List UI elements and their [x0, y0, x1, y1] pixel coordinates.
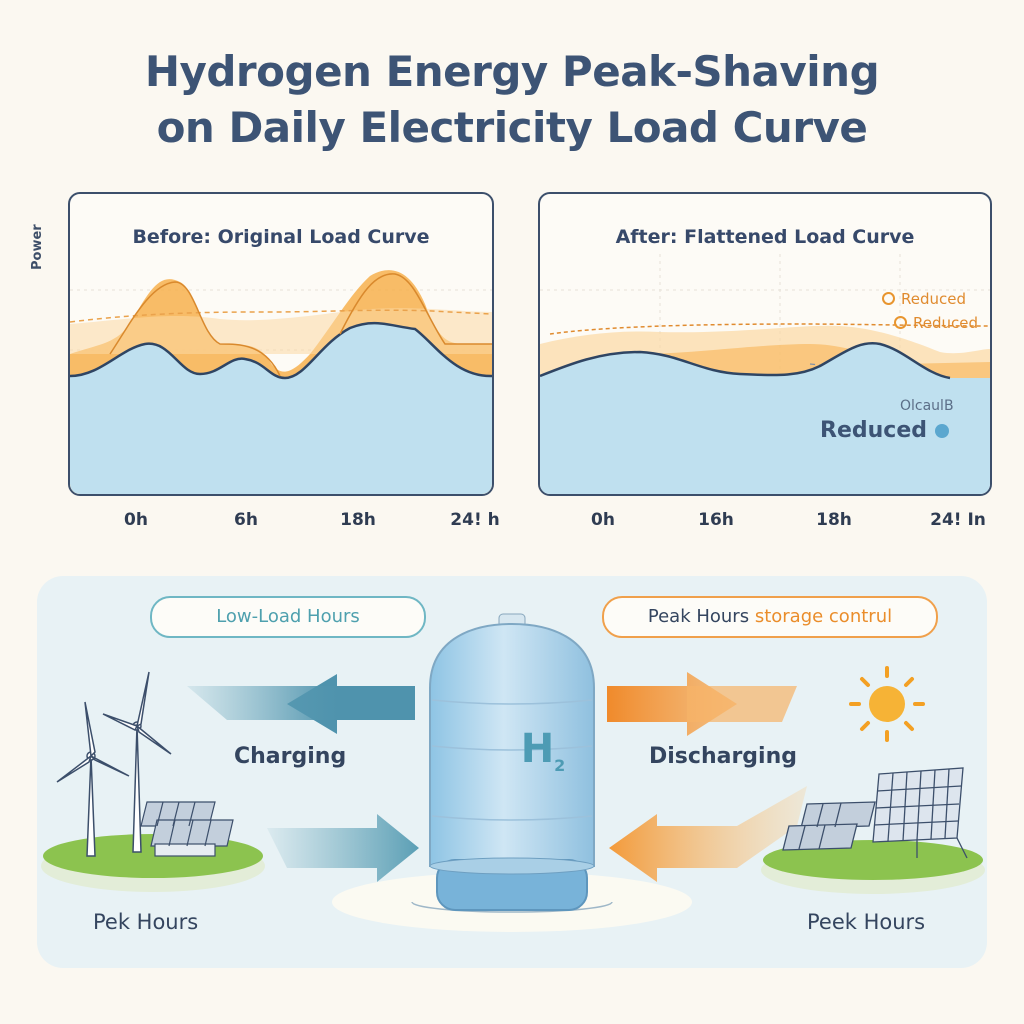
before-tick-2: 18h: [340, 510, 376, 530]
peak-outline-line: [109, 273, 492, 377]
legend-reduced-1: Reduced: [882, 290, 966, 308]
left-island: [41, 671, 265, 892]
before-tick-3: 24! h: [450, 510, 500, 530]
solar-panel-icon: [140, 801, 234, 857]
y-axis-label: Power: [30, 224, 45, 270]
before-chart-svg: [70, 270, 492, 494]
peak-hours-pill: Peak Hours storage contrul: [602, 596, 938, 638]
peak-hours-pill-main: Peak Hours: [647, 606, 750, 627]
after-note: OlcaulB: [900, 398, 954, 414]
before-tick-0: 0h: [124, 510, 148, 530]
hydrogen-tank-icon: [332, 613, 692, 932]
after-tick-3: 24! In: [930, 510, 986, 530]
base-load-area: [70, 323, 492, 494]
legend-dot-icon: [882, 292, 895, 305]
peak-hours-pill-accent: storage contrul: [754, 606, 893, 627]
left-footer-label: Pek Hours: [93, 910, 199, 934]
after-tick-1: 16h: [698, 510, 734, 530]
after-tick-2: 18h: [816, 510, 852, 530]
low-load-hours-pill: Low-Load Hours: [150, 596, 426, 638]
right-footer-label: Peek Hours: [807, 910, 926, 934]
storage-diagram: Low-Load Hours Peak Hours storage contru…: [37, 576, 987, 968]
legend-reduced-2: Reduced: [894, 314, 978, 332]
wind-turbine-icon: [56, 671, 172, 857]
discharging-label: Discharging: [649, 744, 797, 769]
legend-label-2: Reduced: [913, 314, 979, 332]
after-chart-panel: After: Flattened Load Curve Reduced Redu…: [538, 192, 992, 496]
before-chart-title: Before: Original Load Curve: [132, 226, 430, 248]
legend-label-1: Reduced: [901, 290, 967, 308]
flattened-curve-line: [540, 341, 951, 380]
reduced-annotation: Reduced: [820, 418, 949, 443]
target-dashed-line: [70, 309, 492, 323]
after-tick-0: 0h: [591, 510, 615, 530]
tank-subscript: 2: [554, 756, 566, 775]
reduced-annotation-text: Reduced: [820, 418, 927, 443]
before-chart-panel: Before: Original Load Curve: [68, 192, 494, 496]
arrow-right-icon: [267, 814, 419, 882]
tank-symbol: H: [520, 726, 555, 772]
right-island: [761, 767, 985, 894]
solar-panel-icon: [782, 767, 968, 859]
blue-dot-icon: [934, 424, 949, 438]
flattened-base-area: [540, 343, 990, 494]
load-curve-line: [70, 321, 492, 380]
page-title: Hydrogen Energy Peak-Shaving on Daily El…: [0, 44, 1024, 156]
storage-diagram-svg: [41, 613, 985, 932]
arrow-right-icon: [607, 672, 797, 736]
tank-label: H2: [483, 726, 603, 775]
title-line-1: Hydrogen Energy Peak-Shaving: [144, 47, 880, 96]
arrow-left-icon: [187, 674, 415, 734]
after-chart-svg: [540, 254, 990, 494]
title-line-2: on Daily Electricity Load Curve: [156, 103, 868, 152]
before-tick-1: 6h: [234, 510, 258, 530]
sun-icon: [849, 666, 925, 742]
legend-dot-icon: [894, 316, 907, 329]
after-chart-title: After: Flattened Load Curve: [615, 226, 915, 248]
charging-label: Charging: [234, 744, 347, 769]
arrow-left-icon: [609, 786, 807, 882]
